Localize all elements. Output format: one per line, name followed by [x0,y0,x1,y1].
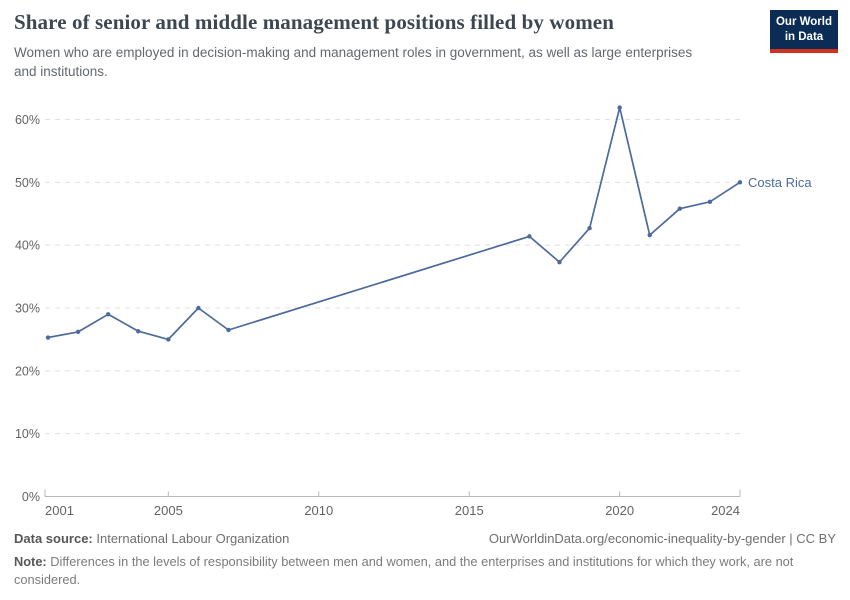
chart-title: Share of senior and middle management po… [14,10,614,34]
data-source-label: Data source: [14,531,93,547]
data-source: Data source: International Labour Organi… [14,531,289,546]
chart-footer: Data source: International Labour Organi… [14,531,836,589]
x-tick-label: 2001 [45,503,74,518]
y-tick-label: 10% [15,427,40,441]
source-row: Data source: International Labour Organi… [14,531,836,546]
chart-header: Share of senior and middle management po… [14,10,838,82]
data-point-marker [136,329,141,334]
data-point-marker [45,335,51,340]
data-point-marker [527,234,532,239]
y-tick-label: 20% [15,364,40,378]
note-value: Differences in the levels of responsibil… [14,554,794,588]
data-point-marker [587,226,592,231]
data-point-marker [557,259,562,265]
chart-subtitle: Women who are employed in decision-makin… [14,45,693,80]
title-block: Share of senior and middle management po… [14,10,704,82]
data-point-marker [677,206,683,211]
y-tick-label: 40% [15,239,40,253]
x-tick-label: 2010 [304,503,333,518]
y-tick-label: 0% [22,490,40,504]
x-tick-label: 2024 [711,503,740,518]
data-point-marker [196,305,201,311]
y-tick-label: 50% [15,176,40,190]
x-tick-label: 2005 [154,503,183,518]
data-point-marker [617,105,622,110]
x-tick-label: 2020 [605,503,634,518]
owid-logo-line1: Our World [775,16,832,28]
data-source-value: International Labour Organization [92,531,290,547]
note-label: Note: [14,554,47,570]
data-point-marker [647,232,652,238]
data-point-marker [737,180,743,185]
owid-logo[interactable]: Our World in Data [770,10,838,53]
data-point-marker [75,329,81,335]
data-point-marker [166,337,171,342]
data-point-marker [226,327,231,333]
citation-link[interactable]: OurWorldinData.org/economic-inequality-b… [488,531,836,547]
data-point-marker [707,199,713,205]
series-end-label: Costa Rica [748,175,812,190]
y-tick-label: 60% [15,113,40,127]
series-line [47,106,741,341]
data-point-marker [105,312,111,317]
y-tick-label: 30% [15,302,40,316]
x-tick-label: 2015 [455,503,484,518]
owid-logo-line2: in Data [784,30,824,43]
chart-note: Note: Differences in the levels of respo… [14,553,836,589]
